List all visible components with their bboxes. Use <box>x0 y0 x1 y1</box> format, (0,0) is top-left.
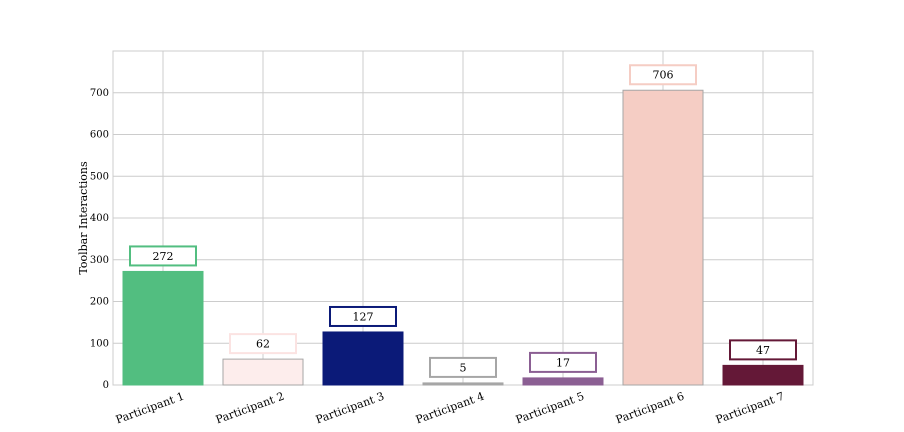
data-label-text: 17 <box>556 356 570 369</box>
data-label-3: 127 <box>329 305 397 327</box>
x-tick-label: Participant 4 <box>414 390 486 427</box>
data-label-text: 5 <box>460 361 467 374</box>
bar-1 <box>122 270 204 386</box>
y-tick-label: 0 <box>103 380 109 391</box>
bar-6 <box>622 89 704 386</box>
y-axis-ticks: 0 100 200 300 400 500 600 700 <box>90 88 109 391</box>
data-label-box <box>229 333 297 355</box>
y-tick-label: 500 <box>90 171 109 182</box>
data-label-2: 62 <box>229 333 297 355</box>
data-label-text: 706 <box>653 69 674 82</box>
x-tick-label: Participant 1 <box>114 390 186 427</box>
bar-7 <box>722 364 804 386</box>
data-label-box <box>129 245 197 267</box>
data-label-box <box>629 64 697 86</box>
data-label-7: 47 <box>729 339 797 361</box>
y-tick-label: 100 <box>90 338 109 349</box>
x-tick-label: Participant 7 <box>714 390 786 427</box>
y-tick-label: 200 <box>90 297 109 308</box>
data-label-1: 272 <box>129 245 197 267</box>
data-label-text: 127 <box>353 310 374 323</box>
x-axis-ticks: Participant 1 Participant 2 Participant 3 P… <box>114 390 786 427</box>
data-label-5: 17 <box>529 351 597 373</box>
data-label-box <box>429 356 497 378</box>
data-label-box <box>329 305 397 327</box>
x-tick-label: Participant 3 <box>314 390 386 427</box>
y-tick-label: 700 <box>90 88 109 99</box>
data-label-box <box>529 351 597 373</box>
data-label-4: 5 <box>429 356 497 378</box>
bar-5 <box>522 377 604 386</box>
data-label-box <box>729 339 797 361</box>
data-label-text: 47 <box>756 344 770 357</box>
data-label-text: 272 <box>153 250 174 263</box>
y-tick-label: 300 <box>90 255 109 266</box>
x-tick-label: Participant 2 <box>214 390 286 427</box>
data-label-text: 62 <box>256 338 270 351</box>
x-tick-label: Participant 6 <box>614 390 686 427</box>
y-axis-label: Toolbar Interactions <box>77 161 90 275</box>
bar-4 <box>422 382 504 386</box>
x-tick-label: Participant 5 <box>514 390 586 427</box>
bars <box>122 89 804 386</box>
data-label-6: 706 <box>629 64 697 86</box>
y-tick-label: 400 <box>90 213 109 224</box>
y-tick-label: 600 <box>90 130 109 141</box>
bar-3 <box>322 331 404 386</box>
data-labels: 272 62 127 5 17 706 47 <box>129 64 797 378</box>
bar-2 <box>222 358 304 386</box>
